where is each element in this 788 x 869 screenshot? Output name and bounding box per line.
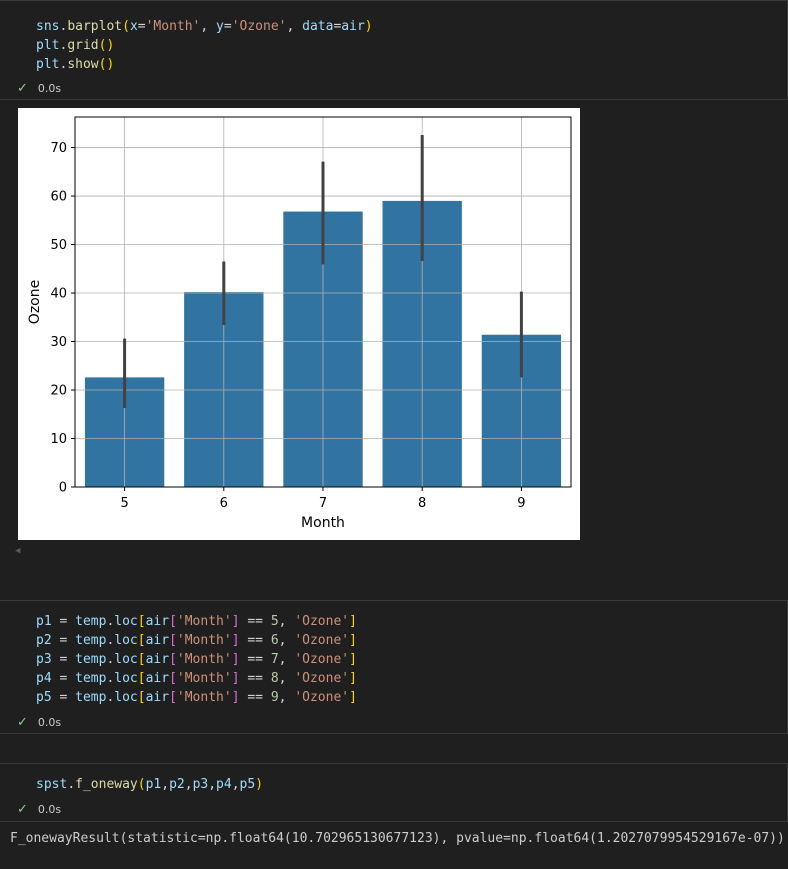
code-line[interactable]: sns.barplot(x='Month', y='Ozone', data=a… (36, 19, 373, 34)
y-tick-label: 70 (50, 141, 67, 156)
code-line[interactable]: p1 = temp.loc[air['Month'] == 5, 'Ozone'… (36, 614, 357, 629)
x-tick-label: 9 (517, 496, 525, 511)
execution-status: ✓ 0.0s (17, 715, 61, 731)
checkmark-icon: ✓ (17, 715, 28, 730)
code-line[interactable]: p5 = temp.loc[air['Month'] == 9, 'Ozone'… (36, 690, 357, 705)
anova-output: F_onewayResult(statistic=np.float64(10.7… (10, 831, 785, 846)
barplot-figure: 0 10 20 30 40 50 60 70 5 6 7 8 9 Month Ozone (18, 108, 580, 540)
code-line[interactable]: p4 = temp.loc[air['Month'] == 8, 'Ozone'… (36, 671, 357, 686)
checkmark-icon: ✓ (17, 802, 28, 817)
execution-time: 0.0s (37, 803, 62, 816)
checkmark-icon: ✓ (17, 81, 28, 96)
execution-status: ✓ 0.0s (17, 802, 61, 818)
x-tick-label: 8 (418, 496, 426, 511)
y-tick-label: 20 (50, 384, 67, 399)
barplot-chart: 0 10 20 30 40 50 60 70 5 6 7 8 9 Month Ozone (27, 116, 572, 531)
x-tick-label: 6 (220, 496, 228, 511)
y-tick-label: 0 (59, 481, 67, 496)
execution-time: 0.0s (37, 82, 62, 95)
execution-time: 0.0s (37, 716, 62, 729)
x-tick-label: 7 (319, 496, 327, 511)
code-line[interactable]: p3 = temp.loc[air['Month'] == 7, 'Ozone'… (36, 652, 357, 667)
y-tick-label: 60 (50, 190, 67, 205)
code-line[interactable]: spst.f_oneway(p1,p2,p3,p4,p5) (36, 777, 264, 792)
code-cell-anova[interactable]: spst.f_oneway(p1,p2,p3,p4,p5) ✓ 0.0s (0, 763, 788, 822)
execution-status: ✓ 0.0s (17, 81, 61, 97)
y-tick-label: 50 (50, 238, 67, 253)
code-line[interactable]: p2 = temp.loc[air['Month'] == 6, 'Ozone'… (36, 633, 357, 648)
code-line[interactable]: plt.show() (36, 57, 115, 72)
y-axis-label: Ozone (27, 280, 43, 324)
scroll-left-arrow-icon[interactable]: ◀ (15, 546, 21, 556)
code-line[interactable]: plt.grid() (36, 38, 115, 53)
y-tick-label: 10 (50, 432, 67, 447)
code-cell-barplot[interactable]: sns.barplot(x='Month', y='Ozone', data=a… (0, 0, 788, 100)
x-axis-label: Month (301, 515, 345, 531)
y-tick-label: 40 (50, 287, 67, 302)
x-tick-label: 5 (120, 496, 128, 511)
code-cell-groups[interactable]: p1 = temp.loc[air['Month'] == 5, 'Ozone'… (0, 600, 788, 734)
y-tick-label: 30 (50, 335, 67, 350)
